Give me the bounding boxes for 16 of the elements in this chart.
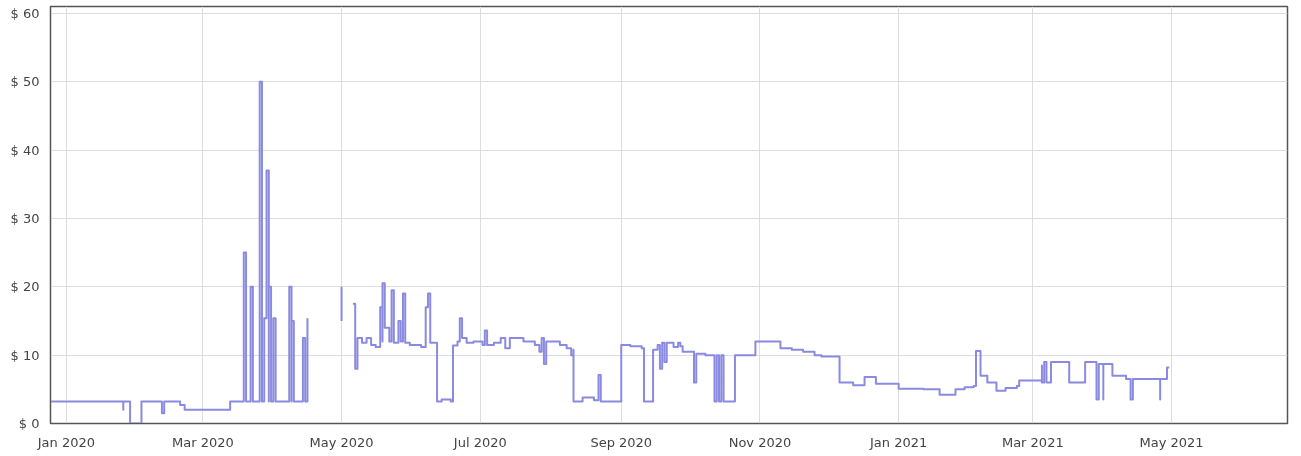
y-tick-label: $ 0 <box>18 416 40 431</box>
x-tick-label: Mar 2020 <box>171 434 234 450</box>
x-tick-label: May 2021 <box>1139 434 1204 450</box>
x-tick-label: Nov 2020 <box>728 434 792 450</box>
x-tick-label: Jan 2020 <box>36 434 96 450</box>
x-tick-label: Mar 2021 <box>1001 434 1064 450</box>
y-tick-label: $ 50 <box>10 74 40 90</box>
y-tick-label: $ 10 <box>10 347 40 363</box>
y-tick-label: $ 20 <box>10 279 40 295</box>
x-tick-label: Jul 2020 <box>452 434 507 450</box>
y-tick-label: $ 60 <box>10 5 40 21</box>
x-tick-label: Jan 2021 <box>869 434 928 450</box>
x-tick-label: May 2020 <box>309 434 374 450</box>
x-tick-label: Sep 2020 <box>590 434 653 450</box>
y-tick-label: $ 30 <box>10 210 40 226</box>
y-tick-label: $ 40 <box>10 142 40 158</box>
